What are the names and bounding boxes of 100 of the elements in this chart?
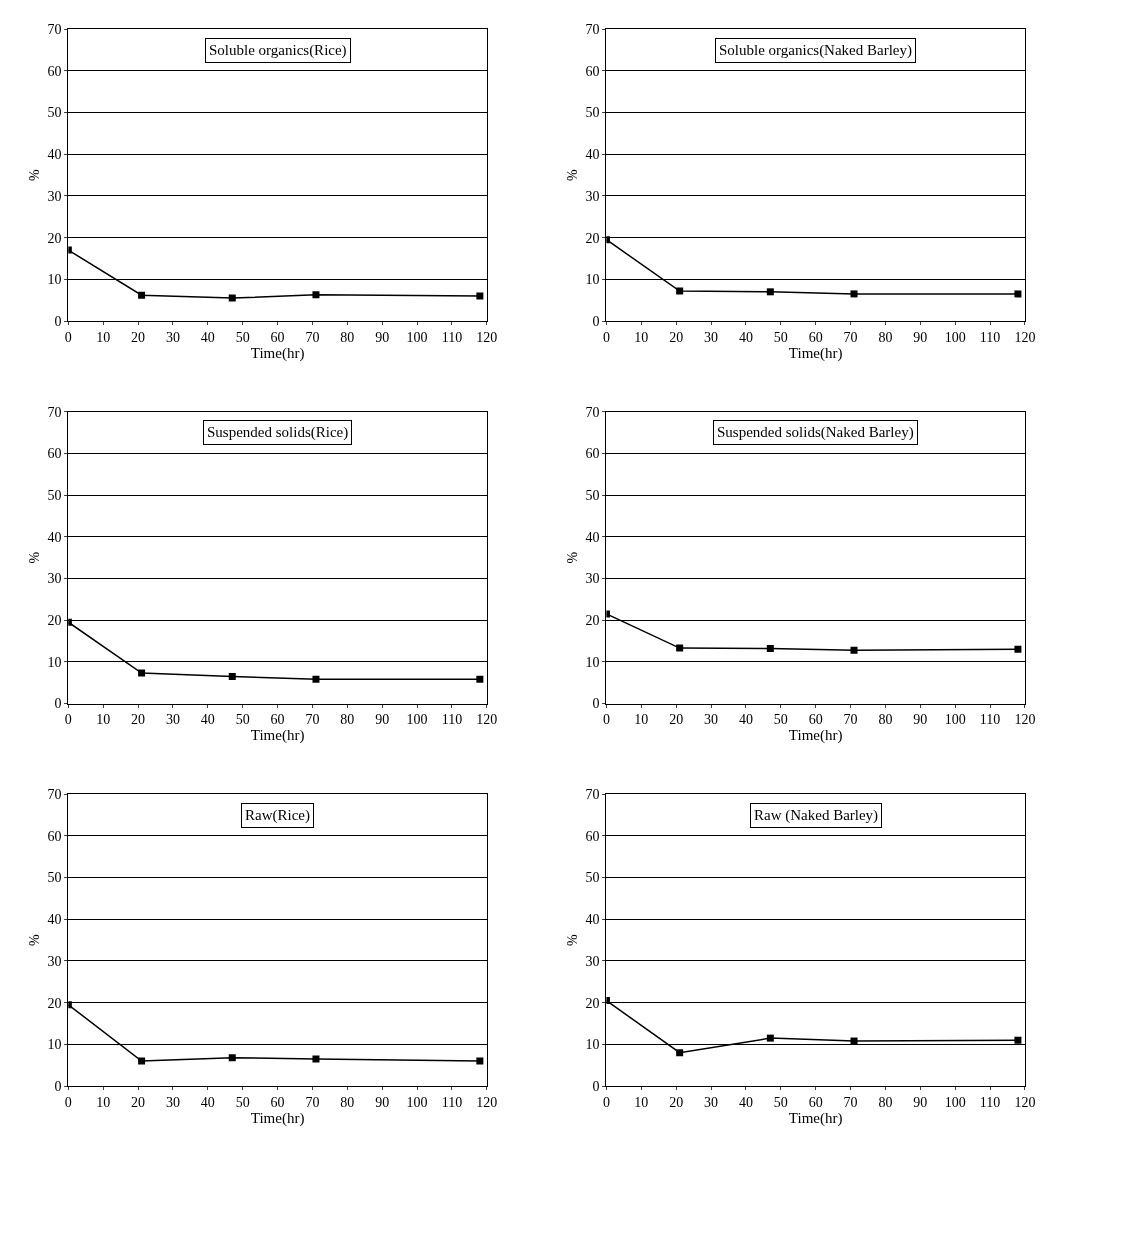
- text: Soluble organics(Rice): [209, 42, 347, 59]
- x-tick-label: 60: [808, 1094, 823, 1110]
- x-tick-label: 10: [634, 1094, 649, 1110]
- y-tick-label: 40: [47, 529, 62, 545]
- y-axis-title: %: [565, 168, 581, 181]
- y-tick-label: 0: [592, 1078, 600, 1094]
- y-tick-label: 30: [585, 953, 600, 969]
- x-tick-label: 100: [406, 712, 428, 728]
- point: [766, 288, 774, 296]
- point: [676, 287, 684, 295]
- y-tick-label: 60: [585, 828, 600, 844]
- y-tick-label: 60: [47, 828, 62, 844]
- x-tick-label: 60: [808, 712, 823, 728]
- y-tick-label: 10: [585, 272, 600, 288]
- x-tick-label: 60: [270, 1094, 285, 1110]
- y-tick-label: 20: [585, 230, 600, 246]
- x-tick-label: 50: [235, 1094, 250, 1110]
- x-tick-label: 20: [131, 1094, 146, 1110]
- x-tick-label: 110: [441, 329, 463, 345]
- y-tick-label: 20: [585, 995, 600, 1011]
- y-tick-label: 20: [585, 613, 600, 629]
- x-tick-label: 120: [1014, 329, 1036, 345]
- y-tick-label: 0: [54, 313, 62, 329]
- y-tick-label: 30: [47, 188, 62, 204]
- x-tick-label: 100: [944, 712, 966, 728]
- x-tick-label: 20: [669, 1094, 684, 1110]
- y-tick-label: 20: [47, 230, 62, 246]
- x-tick-label: 110: [979, 1094, 1001, 1110]
- x-tick-label: 10: [96, 329, 111, 345]
- x-tick-label: 110: [441, 1094, 463, 1110]
- x-tick-label: 50: [235, 712, 250, 728]
- x-tick-label: 0: [602, 712, 610, 728]
- y-tick-label: 70: [47, 787, 62, 803]
- x-tick-label: 50: [773, 712, 788, 728]
- point: [1014, 645, 1022, 653]
- y-tick-label: 10: [585, 654, 600, 670]
- y-tick-label: 20: [47, 995, 62, 1011]
- x-tick-label: 40: [738, 712, 753, 728]
- y-tick-label: 40: [47, 147, 62, 163]
- y-tick-label: 10: [47, 1037, 62, 1053]
- x-tick-label: 90: [913, 1094, 928, 1110]
- x-tick-label: 10: [634, 712, 649, 728]
- x-tick-label: 60: [270, 329, 285, 345]
- y-tick-label: 50: [47, 487, 62, 503]
- point: [676, 644, 684, 652]
- x-axis-title: Time(hr): [250, 1109, 305, 1127]
- y-tick-label: 60: [585, 63, 600, 79]
- x-tick-label: 0: [64, 1094, 72, 1110]
- x-tick-label: 110: [979, 329, 1001, 345]
- x-tick-label: 70: [843, 329, 858, 345]
- x-tick-label: 40: [738, 329, 753, 345]
- x-tick-label: 90: [375, 329, 390, 345]
- x-tick-label: 10: [634, 329, 649, 345]
- x-tick-label: 100: [944, 1094, 966, 1110]
- y-tick-label: 60: [47, 63, 62, 79]
- y-tick-label: 70: [47, 21, 62, 37]
- y-axis-title: %: [565, 551, 581, 564]
- y-tick-label: 40: [47, 912, 62, 928]
- point: [476, 1057, 484, 1065]
- y-tick-label: 70: [47, 404, 62, 420]
- point: [312, 675, 320, 683]
- y-tick-label: 10: [585, 1037, 600, 1053]
- y-tick-label: 60: [47, 446, 62, 462]
- x-tick-label: 40: [200, 1094, 215, 1110]
- x-tick-label: 50: [773, 1094, 788, 1110]
- x-tick-label: 60: [270, 712, 285, 728]
- point: [228, 1054, 236, 1062]
- y-axis-title: %: [565, 933, 581, 946]
- x-tick-label: 0: [64, 329, 72, 345]
- y-tick-label: 0: [54, 696, 62, 712]
- x-tick-label: 80: [340, 712, 355, 728]
- x-tick-label: 100: [406, 1094, 428, 1110]
- x-tick-label: 90: [375, 712, 390, 728]
- y-axis-title: %: [27, 933, 43, 946]
- x-tick-label: 120: [1014, 712, 1036, 728]
- x-tick-label: 20: [131, 712, 146, 728]
- text: Raw (Naked Barley): [754, 807, 879, 824]
- y-tick-label: 30: [47, 953, 62, 969]
- x-tick-label: 30: [165, 1094, 180, 1110]
- x-tick-label: 70: [305, 329, 320, 345]
- point: [476, 292, 484, 300]
- x-tick-label: 40: [200, 329, 215, 345]
- x-axis-title: Time(hr): [788, 1109, 843, 1127]
- x-tick-label: 110: [979, 712, 1001, 728]
- x-tick-label: 0: [64, 712, 72, 728]
- y-tick-label: 50: [585, 487, 600, 503]
- point: [476, 675, 484, 683]
- x-tick-label: 30: [165, 712, 180, 728]
- y-tick-label: 10: [47, 654, 62, 670]
- y-tick-label: 30: [47, 571, 62, 587]
- x-tick-label: 40: [738, 1094, 753, 1110]
- x-tick-label: 120: [1014, 1094, 1036, 1110]
- x-tick-label: 80: [340, 1094, 355, 1110]
- x-tick-label: 50: [235, 329, 250, 345]
- point: [312, 291, 320, 299]
- point: [1014, 290, 1022, 298]
- y-tick-label: 50: [585, 105, 600, 121]
- x-tick-label: 0: [602, 329, 610, 345]
- x-axis-title: Time(hr): [788, 727, 843, 745]
- y-tick-label: 50: [47, 870, 62, 886]
